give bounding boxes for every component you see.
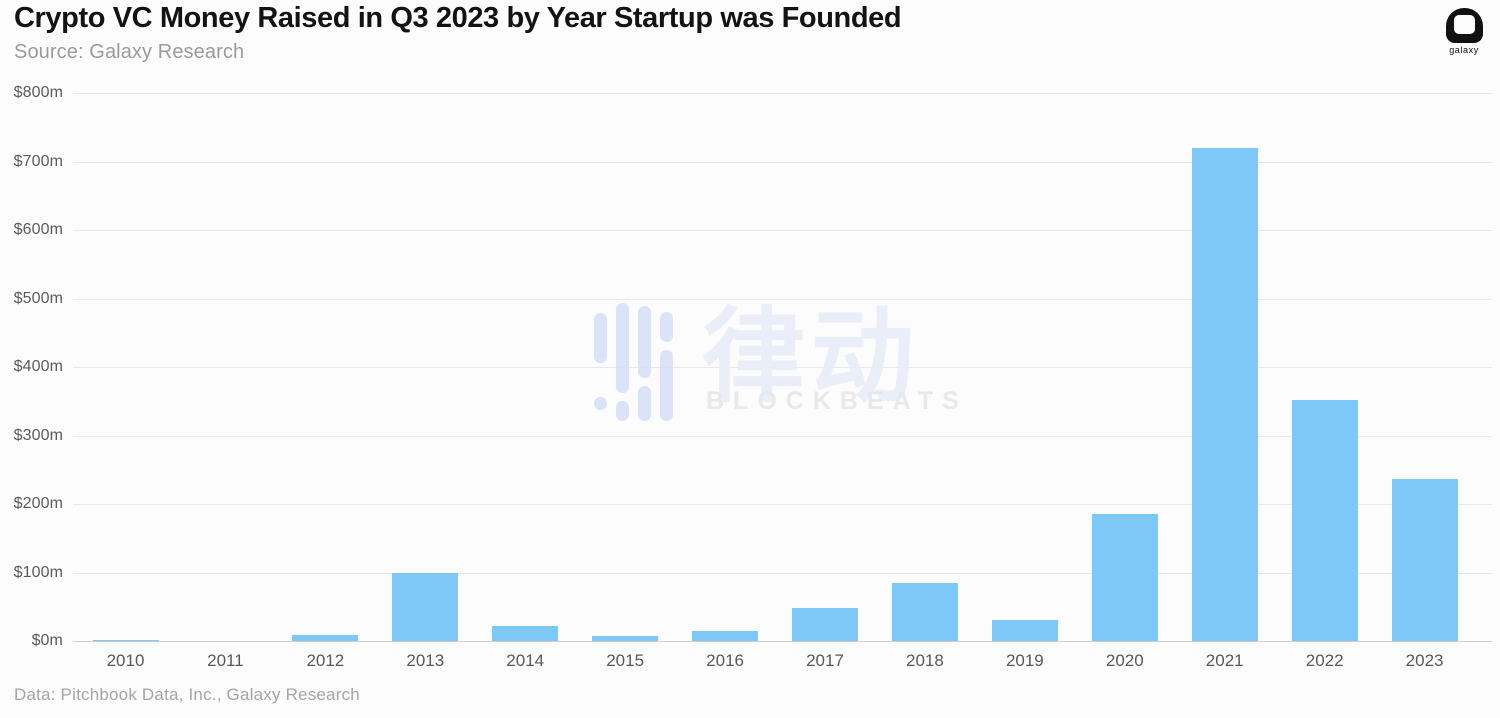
x-tick-label-2011: 2011 xyxy=(207,651,244,670)
y-tick-label-300: $300m xyxy=(13,426,63,444)
bar-2020 xyxy=(1091,514,1158,641)
bar-2013 xyxy=(392,572,459,641)
bar-2012 xyxy=(292,634,359,641)
chart-source: Source: Galaxy Research xyxy=(14,41,245,63)
y-tick-label-200: $200m xyxy=(13,495,63,512)
bar-2017 xyxy=(792,608,858,641)
x-tick-label-2016: 2016 xyxy=(706,651,744,670)
y-tick-label-700: $700m xyxy=(13,152,63,170)
galaxy-logo-word: galaxy xyxy=(1449,45,1479,55)
galaxy-logo: galaxy xyxy=(1442,8,1486,55)
bar-2023 xyxy=(1391,479,1458,641)
galaxy-logo-icon-hole xyxy=(1453,15,1475,34)
x-tick-label-2021: 2021 xyxy=(1205,651,1244,670)
gridline-800 xyxy=(73,93,1492,94)
y-tick-label-800: $800m xyxy=(13,84,63,101)
galaxy-logo-icon xyxy=(1445,8,1483,43)
x-tick-label-2020: 2020 xyxy=(1105,651,1144,670)
x-tick-label-2015: 2015 xyxy=(606,651,645,670)
bar-2019 xyxy=(991,620,1058,641)
gridline-400 xyxy=(73,367,1492,368)
gridline-500 xyxy=(73,298,1492,300)
x-tick-label-2010: 2010 xyxy=(106,651,145,670)
bar-2010 xyxy=(92,639,159,641)
x-tick-label-2018: 2018 xyxy=(906,651,944,670)
bar-2022 xyxy=(1291,399,1358,641)
bar-2014 xyxy=(492,625,559,641)
bar-2018 xyxy=(891,583,958,641)
gridline-100 xyxy=(73,572,1492,574)
gridline-700 xyxy=(73,161,1492,163)
x-tick-label-2013: 2013 xyxy=(406,651,445,670)
chart-title: Crypto VC Money Raised in Q3 2023 by Yea… xyxy=(14,2,902,34)
y-tick-label-500: $500m xyxy=(13,289,63,307)
x-tick-label-2017: 2017 xyxy=(806,651,844,670)
y-tick-label-100: $100m xyxy=(13,563,63,581)
y-tick-label-600: $600m xyxy=(13,221,63,238)
y-tick-label-0: $0m xyxy=(31,632,63,649)
x-tick-label-2014: 2014 xyxy=(506,651,545,670)
bar-2015 xyxy=(592,635,659,641)
bar-2016 xyxy=(692,631,759,641)
bar-2021 xyxy=(1191,147,1258,641)
x-tick-label-2023: 2023 xyxy=(1405,651,1444,670)
data-credit: Data: Pitchbook Data, Inc., Galaxy Resea… xyxy=(14,685,360,704)
gridline-600 xyxy=(73,230,1492,231)
plot-area: $800m $700m $600m $500m $400m $300m $200m $100m… xyxy=(14,84,1492,670)
gridline-0 xyxy=(73,641,1492,642)
x-tick-label-2012: 2012 xyxy=(306,651,345,670)
x-tick-label-2022: 2022 xyxy=(1305,651,1344,670)
gridline-300 xyxy=(73,435,1492,437)
y-tick-label-400: $400m xyxy=(13,358,63,375)
gridline-200 xyxy=(73,504,1492,505)
x-tick-label-2019: 2019 xyxy=(1005,651,1044,670)
